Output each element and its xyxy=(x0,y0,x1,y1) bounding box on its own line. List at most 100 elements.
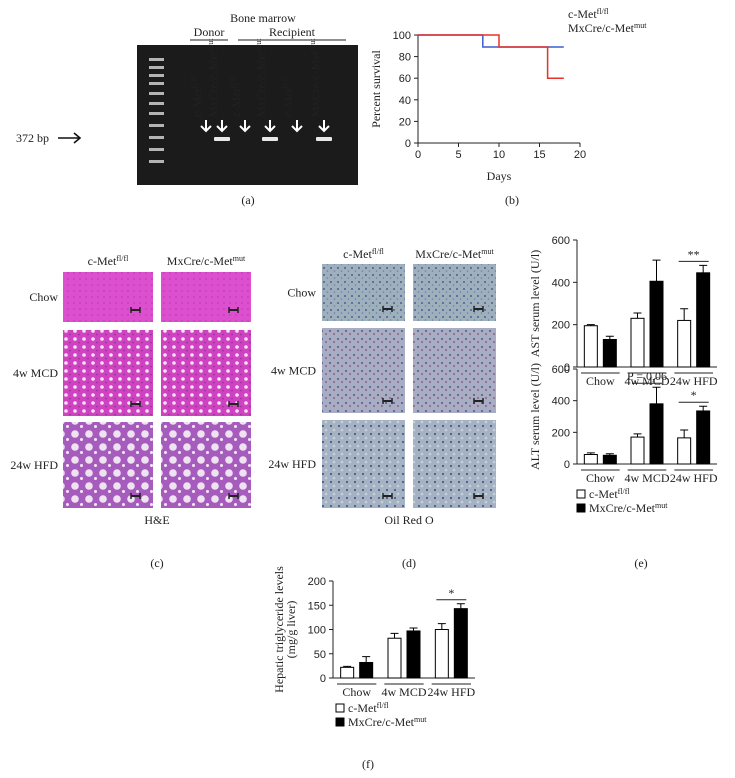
panel-label: (e) xyxy=(634,556,647,570)
row-label: 4w MCD xyxy=(13,366,58,380)
legend-label-text: MxCre/c-Met xyxy=(568,21,635,35)
marker-label: 372 bp xyxy=(16,131,49,145)
y-tick-label: 600 xyxy=(552,364,570,376)
legend-label: MxCre/c-Metmut xyxy=(348,715,427,730)
ladder-band xyxy=(149,112,164,115)
y-tick-label: 0 xyxy=(320,673,326,685)
ladder-band xyxy=(149,58,164,61)
x-tick-label: 5 xyxy=(455,149,461,161)
x-tick-label: 24w HFD xyxy=(427,685,475,699)
error-bar xyxy=(605,335,614,340)
lane-label-sup: mut xyxy=(206,38,215,51)
dna-band xyxy=(214,137,230,141)
x-tick-label: 15 xyxy=(533,149,545,161)
lane-label-text: MxCre/c-Met xyxy=(206,50,220,117)
y-tick-label: 100 xyxy=(308,625,326,637)
y-axis-label: ALT serum level (U/l) xyxy=(528,363,542,470)
lane-label: c-Metfl/fl xyxy=(229,76,244,117)
column-header: c-Metfl/fl xyxy=(88,254,129,269)
marker-arrow xyxy=(58,132,82,144)
column-header-sup: mut xyxy=(233,254,246,263)
legend-label-sup: fl/fl xyxy=(377,701,390,710)
error-bar xyxy=(680,429,689,438)
legend-label-sup: mut xyxy=(655,501,668,510)
x-tick-label: 0 xyxy=(415,149,421,161)
legend-label-text: MxCre/c-Met xyxy=(589,501,656,515)
legend-label-sup: fl/fl xyxy=(597,7,610,16)
lane-label-sup: mut xyxy=(254,38,263,51)
panel-label: (d) xyxy=(402,556,416,570)
row-label: Chow xyxy=(29,290,58,304)
histology-image xyxy=(63,272,153,322)
error-bar xyxy=(605,453,614,456)
lane-arrow xyxy=(291,120,303,133)
y-axis-label: AST serum level (U/l) xyxy=(528,250,542,357)
gel-title: Bone marrow xyxy=(230,11,296,25)
histology-image xyxy=(161,272,251,322)
bar xyxy=(677,437,692,465)
y-tick-label: 100 xyxy=(393,30,411,42)
legend-label-text: c-Met xyxy=(589,487,618,501)
histology-image xyxy=(413,264,496,321)
legend-label-text: c-Met xyxy=(568,7,597,21)
column-header: MxCre/c-Metmut xyxy=(167,254,246,269)
lane-arrow xyxy=(216,120,228,133)
legend-label-sup: fl/fl xyxy=(618,487,631,496)
error-bar xyxy=(390,632,399,639)
bar xyxy=(677,319,692,368)
legend-swatch xyxy=(335,703,345,713)
x-tick-label: Chow xyxy=(342,685,371,699)
row-label: Chow xyxy=(287,286,316,300)
lane-label: MxCre/c-Metmut xyxy=(308,38,323,117)
lane-label-text: c-Met xyxy=(190,88,204,117)
x-axis-label: Days xyxy=(487,169,512,183)
legend-swatch xyxy=(576,489,586,499)
bar xyxy=(696,410,711,465)
bar xyxy=(602,338,617,368)
x-tick-label: 24w HFD xyxy=(670,471,718,485)
significance-label: * xyxy=(691,388,697,402)
ladder-band xyxy=(149,82,164,85)
x-tick-label: 10 xyxy=(493,149,505,161)
column-header-text: MxCre/c-Met xyxy=(415,247,482,261)
dna-band xyxy=(262,137,278,141)
error-bar xyxy=(343,665,352,668)
gel-group: Recipient xyxy=(269,25,316,39)
panel-label: (f) xyxy=(362,757,374,771)
bar xyxy=(696,272,711,368)
x-tick-label: 20 xyxy=(574,149,586,161)
column-header-sup: fl/fl xyxy=(116,254,129,263)
error-bar xyxy=(456,603,465,609)
y-tick-label: 0 xyxy=(405,138,411,150)
legend-label: c-Metfl/fl xyxy=(568,7,609,22)
y-axis-label: Percent survival xyxy=(369,50,383,128)
lane-arrow xyxy=(318,120,330,133)
significance-label: P = 0,06 xyxy=(627,369,667,383)
bar xyxy=(649,280,664,368)
legend-label: MxCre/c-Metmut xyxy=(568,21,647,36)
error-bar xyxy=(437,623,446,630)
survival-line xyxy=(418,34,564,79)
lane-label-text: c-Met xyxy=(281,88,295,117)
significance-label: ** xyxy=(688,247,700,261)
bar xyxy=(602,454,617,465)
error-bar xyxy=(680,308,689,321)
y-axis-label: Hepatic triglyceride levels xyxy=(272,566,286,693)
y-tick-label: 80 xyxy=(399,52,411,64)
bar xyxy=(649,403,664,465)
legend-label-text: MxCre/c-Met xyxy=(348,715,415,729)
error-bar xyxy=(652,386,661,404)
x-tick-label: 4w MCD xyxy=(624,471,669,485)
legend-label: c-Metfl/fl xyxy=(589,487,630,502)
column-header-sup: fl/fl xyxy=(372,247,385,256)
row-label: 24w HFD xyxy=(268,457,316,471)
column-header-sup: mut xyxy=(481,247,494,256)
panel-label: (c) xyxy=(150,556,163,570)
bar xyxy=(630,317,645,368)
legend-label-sup: mut xyxy=(414,715,427,724)
stain-label: H&E xyxy=(144,513,169,527)
lane-label-sup: mut xyxy=(308,38,317,51)
histology-image xyxy=(322,264,405,321)
